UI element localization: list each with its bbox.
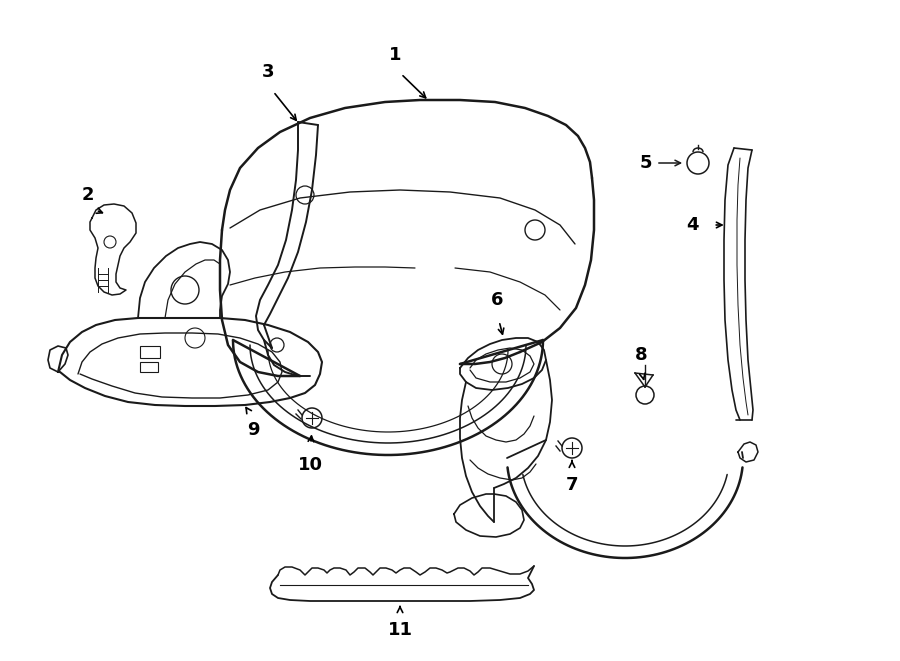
Text: 4: 4 <box>686 216 698 234</box>
Text: 3: 3 <box>262 63 274 81</box>
Text: 6: 6 <box>491 291 503 309</box>
Text: 8: 8 <box>634 346 647 364</box>
Text: 7: 7 <box>566 476 578 494</box>
Text: 1: 1 <box>389 46 401 64</box>
Text: 5: 5 <box>640 154 652 172</box>
Bar <box>140 346 160 358</box>
Text: 9: 9 <box>247 421 259 439</box>
Text: 2: 2 <box>82 186 94 204</box>
Bar <box>140 362 158 372</box>
Text: 10: 10 <box>298 456 322 474</box>
Text: 11: 11 <box>388 621 412 639</box>
